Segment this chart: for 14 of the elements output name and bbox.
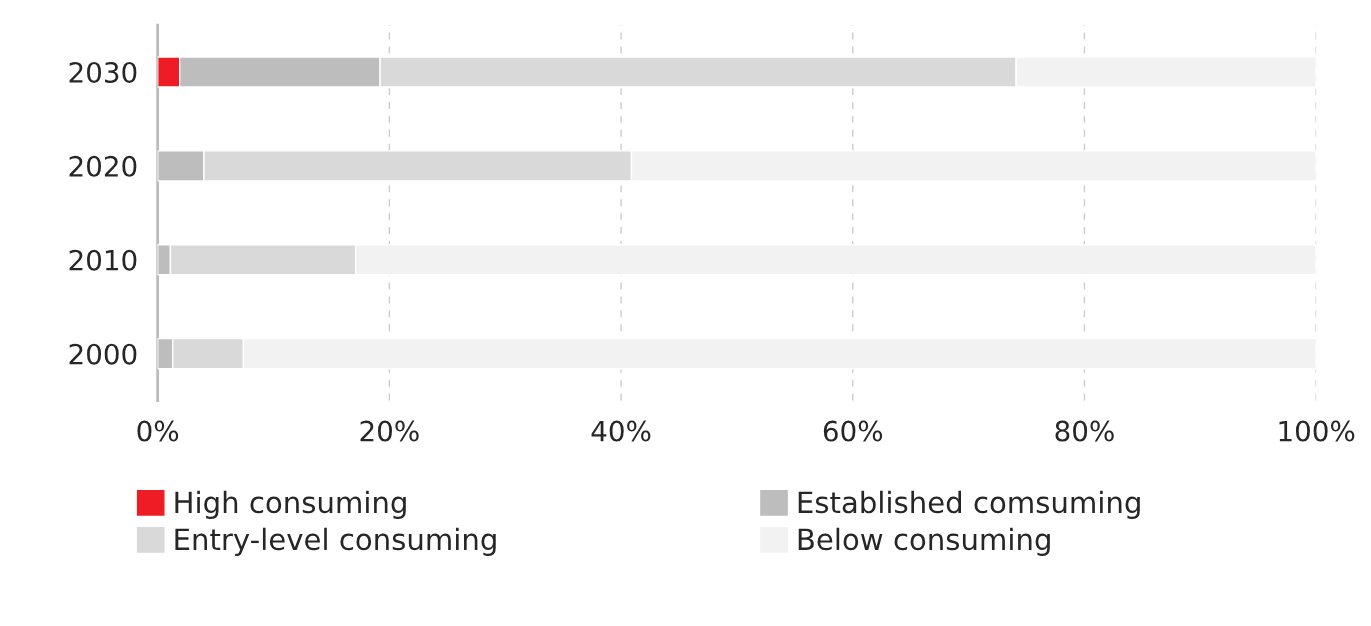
x-tick-label: 0%: [137, 420, 179, 442]
x-tick-label: 40%: [591, 420, 651, 442]
y-tick-label: 2020: [69, 155, 137, 177]
y-tick-label: 2030: [69, 61, 137, 83]
y-tick-label: 2010: [69, 249, 137, 271]
y-tick-label: 2000: [69, 343, 137, 365]
x-tick-label: 60%: [823, 420, 883, 442]
legend-label: Entry-level consuming: [175, 527, 496, 556]
legend-label: Established comsuming: [798, 490, 1140, 519]
legend-label: Below consuming: [798, 527, 1050, 556]
legend-label: High consuming: [175, 490, 406, 519]
x-tick-label: 100%: [1279, 420, 1355, 442]
x-tick-label: 20%: [360, 420, 419, 442]
x-tick-label: 80%: [1055, 420, 1114, 442]
